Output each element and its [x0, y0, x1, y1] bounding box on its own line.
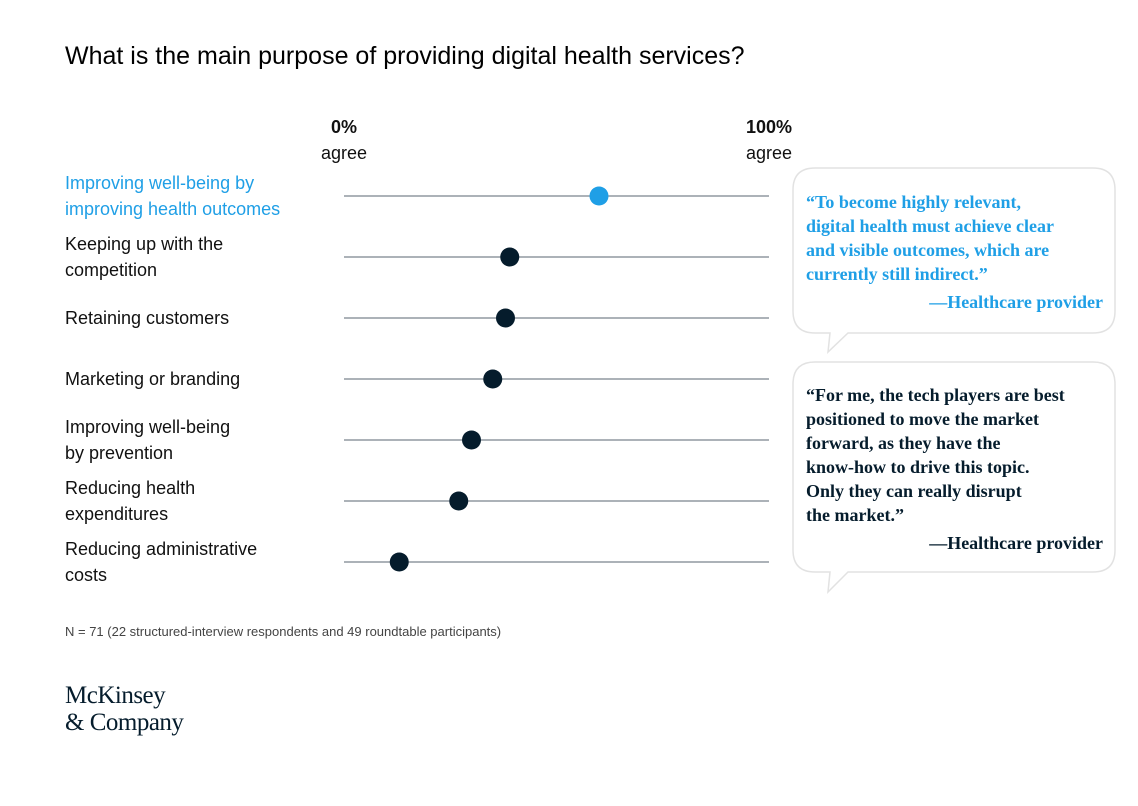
category-label: Reducing administrative costs	[65, 539, 258, 585]
quote-attribution: —Healthcare provider	[929, 533, 1103, 553]
dot	[589, 186, 609, 206]
logo: McKinsey & Company	[65, 682, 184, 736]
dot	[449, 491, 469, 511]
dot	[496, 308, 515, 328]
dot	[389, 552, 409, 572]
category-label: Retaining customers	[65, 308, 230, 328]
category-label: Keeping up with the competition	[65, 234, 224, 280]
quote-bubble	[792, 167, 1116, 354]
dot	[500, 247, 520, 267]
x-tick-label: 100%	[745, 117, 793, 137]
footnote: N = 71 (22 structured-interview responde…	[65, 624, 502, 639]
quote-text: “To become highly relevant, digital heal…	[806, 192, 1054, 284]
x-axis-label: agree	[320, 143, 368, 163]
chart-title: What is the main purpose of providing di…	[65, 42, 745, 70]
category-label: Improving well-being by prevention	[65, 417, 231, 463]
quote-attribution: —Healthcare provider	[929, 292, 1103, 312]
dot	[462, 430, 481, 450]
quote-text: “For me, the tech players are best posit…	[806, 385, 1065, 525]
x-axis-label: agree	[745, 143, 793, 163]
category-label: Reducing health expenditures	[65, 478, 196, 524]
category-label: Improving well-being by improving health…	[65, 173, 281, 219]
x-tick-label: 0%	[330, 117, 357, 137]
dot	[483, 369, 503, 389]
category-label: Marketing or branding	[65, 369, 241, 389]
quote-bubble	[792, 361, 1116, 595]
